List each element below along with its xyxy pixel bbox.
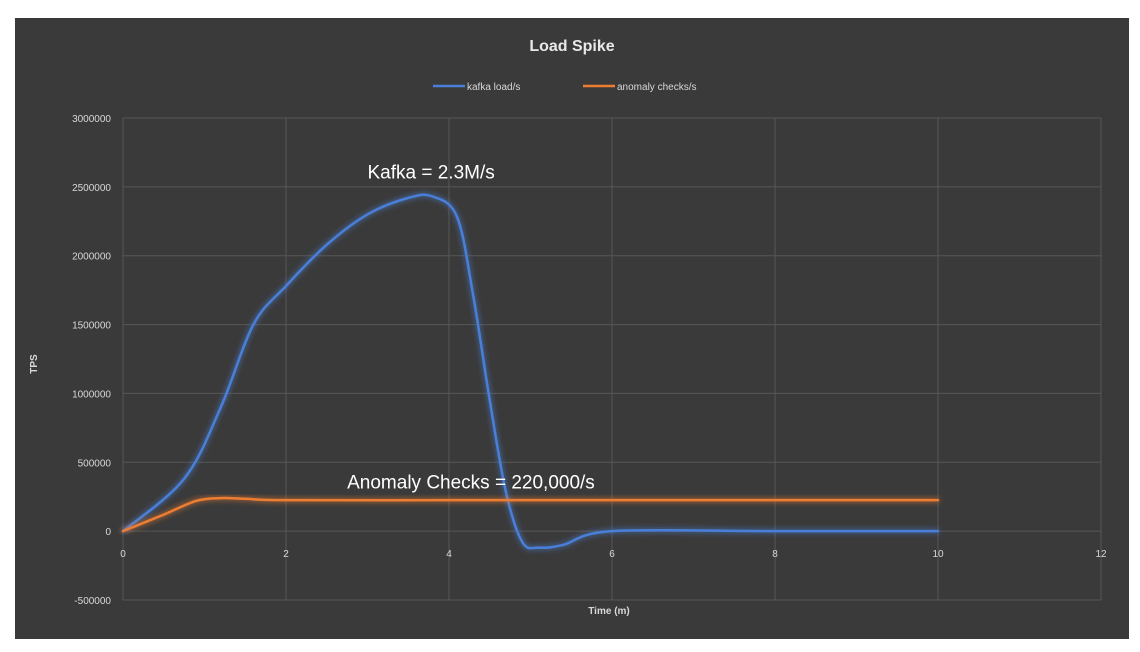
grid [122,117,1102,601]
y-tick-label: 0 [105,527,111,538]
annotation-label-anomaly: Anomaly Checks = 220,000/s [347,472,595,493]
x-tick-label: 10 [932,549,944,560]
y-tick-label: 3000000 [72,114,111,125]
y-tick-label: 2000000 [72,252,111,263]
y-axis-title: TPS [29,354,40,374]
x-tick-label: 6 [609,549,615,560]
x-tick-label: 0 [120,549,126,560]
y-tick-label: 1500000 [72,321,111,332]
x-tick-label: 4 [446,549,452,560]
annotations: Kafka = 2.3M/s Anomaly Checks = 220,000/s [347,163,595,494]
x-tick-label: 12 [1095,549,1107,560]
legend: kafka load/s anomaly checks/s [433,82,696,93]
legend-label-anomaly: anomaly checks/s [617,82,696,93]
x-tick-label: 2 [283,549,289,560]
series-line-anomaly [121,496,940,533]
y-tick-label: 1000000 [72,389,111,400]
x-tick-label: 8 [772,549,778,560]
x-axis-ticks: 0 2 4 6 8 10 12 [120,549,1107,560]
annotation-label-kafka: Kafka = 2.3M/s [368,163,495,184]
x-axis-title: Time (m) [588,606,630,617]
chart-title: Load Spike [529,38,614,55]
y-tick-label: 500000 [78,458,112,469]
y-tick-label: 2500000 [72,183,111,194]
series-line-kafka [121,193,940,550]
legend-label-kafka: kafka load/s [467,82,520,93]
line-chart: Load Spike kafka load/s anomaly checks/s … [29,38,1107,617]
series-layer [121,193,940,550]
y-tick-label: -500000 [74,596,111,607]
y-axis-ticks: -500000 0 500000 1000000 1500000 2000000 25000… [72,114,111,607]
chart-area: Load Spike kafka load/s anomaly checks/s … [15,18,1129,639]
